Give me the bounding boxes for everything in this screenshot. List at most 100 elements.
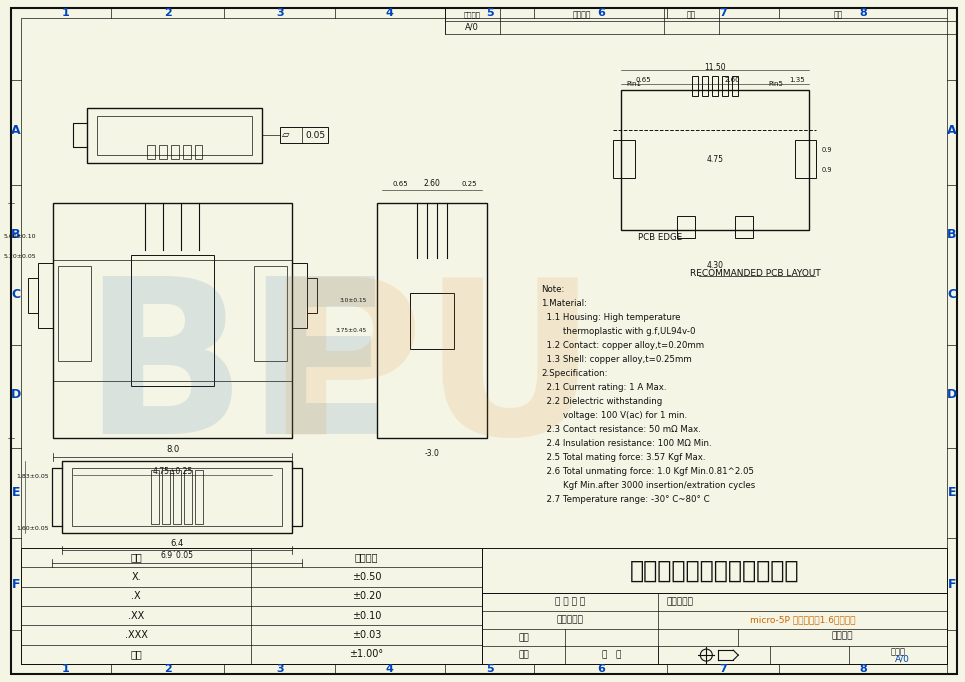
Bar [621, 90, 809, 230]
Text: PCB EDGE: PCB EDGE [638, 233, 682, 241]
Text: 2.60: 2.60 [424, 179, 440, 188]
Text: A: A [948, 123, 957, 136]
Text: micro-5P 两脚贴沉板1.6卷边雾锡: micro-5P 两脚贴沉板1.6卷边雾锡 [750, 615, 856, 624]
Text: 2.60: 2.60 [725, 77, 740, 83]
Text: .XXX: .XXX [124, 630, 148, 640]
Bar [280, 127, 327, 143]
Text: 8.0: 8.0 [166, 445, 179, 454]
Text: 8: 8 [859, 664, 867, 674]
Bar [147, 145, 154, 158]
Text: 1.3 Shell: copper alloy,t=0.25mm: 1.3 Shell: copper alloy,t=0.25mm [541, 355, 692, 364]
Bar [613, 140, 635, 178]
Text: RECOMMANDED PCB LAYOUT: RECOMMANDED PCB LAYOUT [690, 269, 821, 278]
Text: 1: 1 [62, 8, 69, 18]
Text: ±1.00°: ±1.00° [349, 649, 383, 659]
Text: 允许公差: 允许公差 [355, 552, 378, 563]
Text: 视   图: 视 图 [602, 651, 621, 659]
Text: 2: 2 [164, 8, 172, 18]
Text: 6: 6 [596, 8, 605, 18]
Text: 2.5 Total mating force: 3.57 Kgf Max.: 2.5 Total mating force: 3.57 Kgf Max. [541, 454, 705, 462]
Text: 5.60±0.10: 5.60±0.10 [4, 233, 37, 239]
Bar [88, 108, 262, 162]
Text: 4.30: 4.30 [706, 261, 724, 271]
Bar [794, 140, 816, 178]
Text: 2.4 Insulation resistance: 100 MΩ Min.: 2.4 Insulation resistance: 100 MΩ Min. [541, 439, 712, 449]
Bar [712, 76, 718, 96]
Text: B: B [12, 228, 21, 241]
Text: A/0: A/0 [465, 23, 479, 32]
Bar [445, 8, 957, 34]
Text: 0.9: 0.9 [821, 167, 832, 173]
Text: 0.65: 0.65 [392, 181, 407, 187]
Text: 1.2 Contact: copper alloy,t=0.20mm: 1.2 Contact: copper alloy,t=0.20mm [541, 342, 704, 351]
Text: ±0.20: ±0.20 [351, 591, 381, 602]
Bar [28, 278, 38, 313]
Text: 6.4: 6.4 [171, 539, 183, 548]
Text: 签名: 签名 [687, 10, 696, 19]
Text: Kgf Min.after 3000 insertion/extration cycles: Kgf Min.after 3000 insertion/extration c… [541, 481, 756, 490]
Text: 0.9: 0.9 [821, 147, 832, 153]
Text: 版号：: 版号： [891, 647, 906, 656]
Text: F: F [948, 578, 956, 591]
Bar [38, 263, 53, 328]
Bar [62, 461, 292, 533]
Bar [195, 470, 203, 524]
Text: 改动说明: 改动说明 [572, 10, 591, 19]
Text: C: C [948, 288, 956, 301]
Text: 产品工程图: 产品工程图 [557, 615, 584, 624]
Text: .X: .X [131, 591, 141, 602]
Bar [152, 470, 159, 524]
Bar [158, 145, 167, 158]
Bar [482, 593, 947, 664]
Text: 3: 3 [276, 664, 284, 674]
Text: Note:: Note: [541, 286, 565, 295]
Text: 2.Specification:: 2.Specification: [541, 370, 608, 379]
Bar [702, 76, 708, 96]
Text: B: B [948, 228, 956, 241]
Text: 0.05: 0.05 [306, 130, 325, 140]
Text: 1.60±0.05: 1.60±0.05 [16, 526, 49, 531]
Text: 1.35: 1.35 [788, 77, 805, 83]
Bar [97, 115, 252, 155]
Bar [731, 76, 737, 96]
Text: 6: 6 [596, 664, 605, 674]
Text: PU: PU [265, 271, 598, 479]
Text: 设计: 设计 [518, 633, 529, 642]
Text: C: C [12, 288, 20, 301]
Bar [676, 216, 695, 238]
Text: 3: 3 [276, 8, 284, 18]
Text: 2.2 Dielectric withstanding: 2.2 Dielectric withstanding [541, 398, 663, 406]
Bar [255, 266, 288, 361]
Text: 2.6 Total unmating force: 1.0 Kgf Min.0.81^2.05: 2.6 Total unmating force: 1.0 Kgf Min.0.… [541, 467, 755, 477]
Bar [53, 203, 292, 438]
Bar [182, 145, 190, 158]
Text: 11.50: 11.50 [704, 63, 726, 72]
Text: ±0.50: ±0.50 [351, 572, 381, 582]
Text: 8: 8 [859, 8, 867, 18]
Bar [184, 470, 192, 524]
Text: 0.65: 0.65 [635, 77, 650, 83]
Text: 1.1 Housing: High temperature: 1.1 Housing: High temperature [541, 314, 681, 323]
Text: 2.1 Current rating: 1 A Max.: 2.1 Current rating: 1 A Max. [541, 383, 667, 393]
Bar [72, 468, 282, 526]
Text: 图纸名称：: 图纸名称： [667, 597, 693, 606]
Bar [692, 76, 698, 96]
Text: F: F [12, 578, 20, 591]
Text: X.: X. [131, 572, 141, 582]
Text: 2.3 Contact resistance: 50 mΩ Max.: 2.3 Contact resistance: 50 mΩ Max. [541, 426, 702, 434]
Text: E: E [12, 486, 20, 499]
Text: 3.0±0.15: 3.0±0.15 [340, 298, 367, 303]
Text: D: D [11, 389, 21, 402]
Bar [307, 278, 317, 313]
Text: 5.20±0.05: 5.20±0.05 [4, 254, 37, 258]
Bar [482, 548, 947, 593]
Text: 尺寸: 尺寸 [130, 552, 142, 563]
Text: D: D [947, 389, 957, 402]
Text: ±0.03: ±0.03 [352, 630, 381, 640]
Text: 2.7 Temperature range: -30° C~80° C: 2.7 Temperature range: -30° C~80° C [541, 496, 710, 505]
Text: 1.Material:: 1.Material: [541, 299, 588, 308]
Text: 7: 7 [719, 8, 727, 18]
Bar [21, 548, 482, 664]
Text: 4.75: 4.75 [706, 155, 724, 164]
Text: A/0: A/0 [895, 654, 910, 663]
